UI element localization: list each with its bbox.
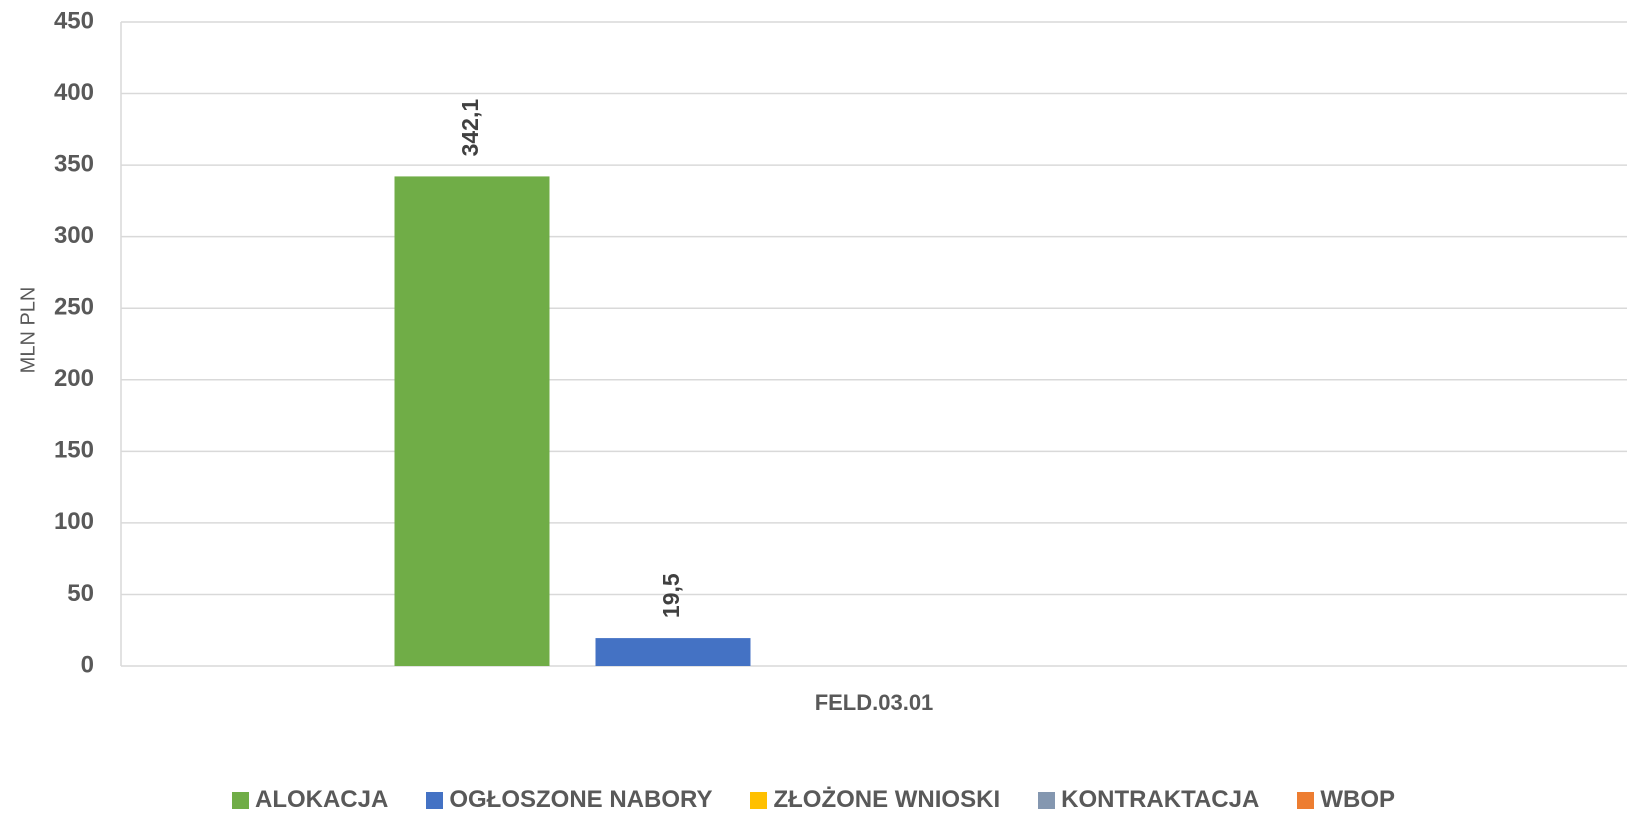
legend-swatch <box>750 791 768 809</box>
y-tick-label: 300 <box>54 222 94 249</box>
y-tick-label: 0 <box>81 651 94 678</box>
y-axis-title: MLN PLN <box>17 287 39 374</box>
legend-label: WBOP <box>1320 786 1395 813</box>
legend-label: ALOKACJA <box>254 786 389 813</box>
y-tick-label: 50 <box>67 580 94 607</box>
legend-item: KONTRAKTACJA <box>1038 786 1259 814</box>
bars <box>394 176 751 667</box>
bar-chart: 0 50 100 150 200 250 300 350 400 450 MLN PLN 342,… <box>17 7 1627 715</box>
y-tick-label: 400 <box>54 79 94 106</box>
legend-swatch <box>1297 791 1315 809</box>
y-tick-label: 100 <box>54 508 94 535</box>
legend-swatch <box>1038 791 1056 809</box>
gridlines <box>120 21 1627 667</box>
y-tick-label: 250 <box>54 294 94 321</box>
legend-item: OGŁOSZONE NABORY <box>426 786 712 814</box>
data-label: 19,5 <box>658 573 684 618</box>
data-labels: 342,1 19,5 <box>457 99 684 618</box>
y-axis-ticks: 0 50 100 150 200 250 300 350 400 450 <box>54 7 94 678</box>
y-tick-label: 450 <box>54 7 94 34</box>
y-tick-label: 150 <box>54 437 94 464</box>
legend-label: ZŁOŻONE WNIOSKI <box>773 786 1001 813</box>
data-label: 342,1 <box>457 99 483 157</box>
legend-item: ZŁOŻONE WNIOSKI <box>750 786 1000 814</box>
legend-item: ALOKACJA <box>231 786 389 814</box>
legend-item: WBOP <box>1297 786 1395 814</box>
x-category-label: FELD.03.01 <box>815 690 934 715</box>
legend-swatch <box>231 791 249 809</box>
y-tick-label: 200 <box>54 365 94 392</box>
bar-ogłoszone-nabory <box>595 638 751 666</box>
legend: ALOKACJA OGŁOSZONE NABORY ZŁOŻONE WNIOSKI K… <box>0 786 1627 814</box>
legend-swatch <box>426 791 444 809</box>
legend-label: KONTRAKTACJA <box>1061 786 1260 813</box>
y-tick-label: 350 <box>54 150 94 177</box>
bar-alokacja <box>394 176 550 667</box>
legend-label: OGŁOSZONE NABORY <box>449 786 713 813</box>
